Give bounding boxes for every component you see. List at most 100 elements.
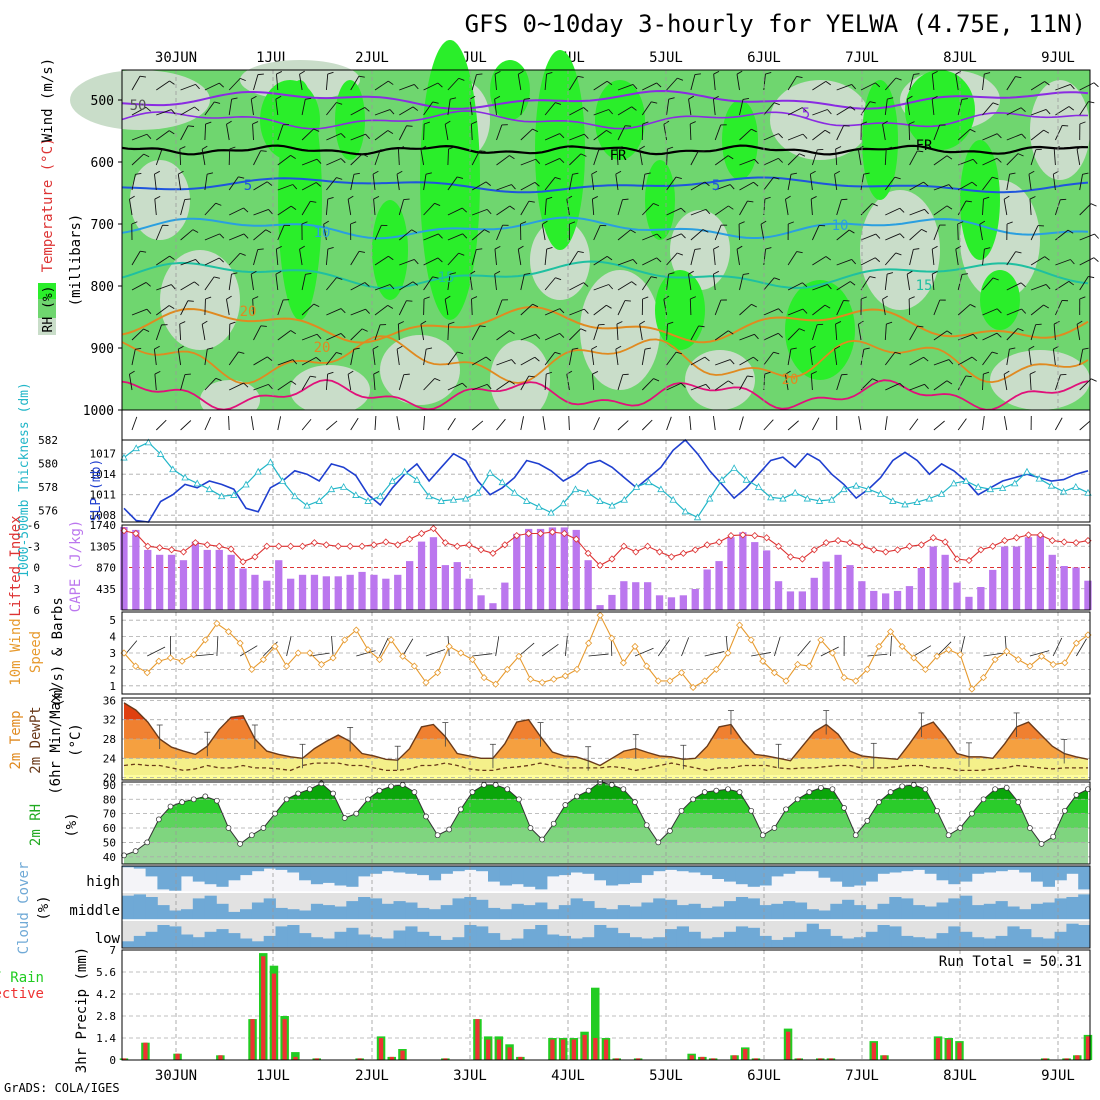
cloud-cover-bar [948,866,961,885]
wind-barb [424,121,430,125]
wind-barb [799,328,806,332]
wind-barb [423,276,433,291]
rh-point [434,832,441,839]
temperature-contour-line [121,176,1089,194]
wind-barb [520,158,536,166]
cloud-cover-bar [936,866,949,881]
wind-speed-point [840,674,848,682]
wind-barb [201,324,206,341]
wind-barb [1067,229,1074,234]
wind-barb [471,229,485,241]
surface-band [122,410,1090,440]
wind-barb [131,221,138,225]
wind-barb [457,176,464,179]
wind-barb [836,84,852,91]
wind-barb [834,170,841,175]
cloud-cover-bar [1042,938,1055,948]
wind-barb [835,324,838,341]
wind-barb [1055,259,1071,266]
lifted-index-point [465,541,473,549]
wind-barb [228,78,241,91]
cloud-cover-bar [452,866,465,872]
wind-barb-10m [1029,650,1050,657]
wind-barb [593,255,608,266]
thickness-point [779,494,787,502]
temp-tick-label: 36 [103,694,116,707]
precip-convective-bar [175,1053,180,1060]
lifted-index-point [346,542,354,550]
precip-convective-bar [378,1038,384,1060]
cloud-cover-bar [641,902,654,921]
wind-barb [472,383,488,391]
wind-barb [398,321,404,325]
cloud-cover-bar [204,931,217,948]
precip-tick-label: 7 [109,944,116,957]
lifted-index-point [334,542,342,550]
wind-barb [1090,203,1097,207]
precip-convective-bar [261,956,266,1060]
wind-barb [906,95,913,100]
wind-barb [739,181,754,191]
wind-barb [471,150,480,166]
wind-barb [243,207,249,213]
wind-barb [714,155,729,166]
cloud-cover-bar [310,937,324,948]
wind-barb [154,170,160,175]
wind-barb [336,277,343,280]
rh-moist-region [645,160,675,240]
cloud-cover-bar [794,931,808,948]
wind10m-frame [121,611,1091,695]
cape-bar [263,580,271,610]
wind-barb [520,333,536,341]
wind-barb [374,324,381,341]
cape-bar [846,565,854,610]
wind-barb [1093,82,1099,88]
wind-barb [933,205,948,216]
wind-barb [485,181,491,186]
wind-barb [739,303,752,316]
cape-bar [322,576,330,610]
wind-barb [969,304,976,308]
cape-bar [977,587,985,610]
wind-barb [593,80,608,91]
wind-barb [632,84,638,90]
wind-barb [884,416,888,431]
cloud-cover-bar [877,925,890,948]
cloud-cover-bar [192,898,205,920]
wind-barb [432,276,439,279]
precip-convective-bar [689,1055,694,1060]
wind-barb [179,148,182,166]
wind-barb [834,345,841,350]
wind-tick-label: 3 [109,647,116,660]
rh-point [934,807,940,814]
rh-moist-region [862,80,898,200]
wind-speed-point [596,611,604,619]
wind-barb [617,300,626,316]
wind-barb [326,308,342,316]
thickness-point [632,483,641,490]
wind-barb [689,416,692,431]
cloud-cover-bar [452,898,465,920]
wind-barb [444,299,449,316]
wind-barb [372,170,379,175]
wind-barb [131,308,148,316]
thickness-point [730,464,738,472]
wind-barb [187,300,194,302]
wind10m-axis-label: 10m Wind [8,618,24,685]
cape-bar [810,577,818,610]
wind-barb [810,170,816,175]
rh-point [365,796,371,803]
thickness-tick-label: 582 [38,434,58,447]
wind-barb [1003,374,1008,391]
wind-barb [860,378,873,391]
date-label-bottom: 5JUL [649,1068,683,1084]
cape-bar [370,574,378,610]
wind-barb [1054,199,1061,216]
cloud-cover-bar [181,909,194,920]
wind-barb [544,308,560,316]
wind-barb [496,155,510,166]
wind-barb [535,158,541,164]
wind-barb [168,305,175,310]
wind-speed-point [329,654,337,662]
wind-barb [566,374,570,391]
